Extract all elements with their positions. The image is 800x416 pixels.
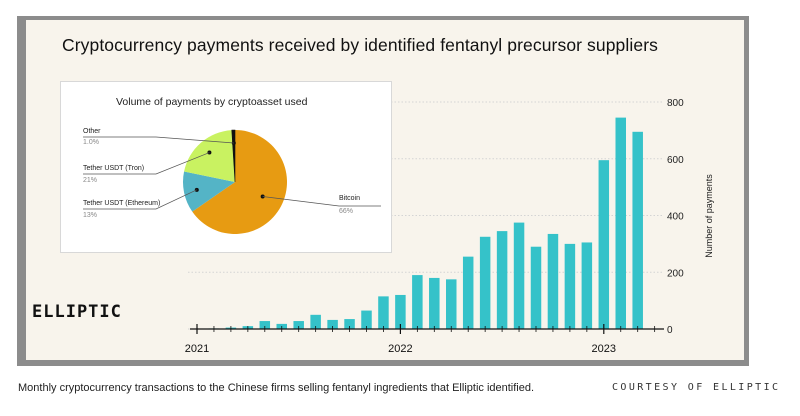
y-tick-400: 400 (667, 212, 684, 223)
x-tick-label-2021: 2021 (185, 343, 209, 355)
pie-slice-tether-usdt-tron- (184, 130, 235, 182)
bar-2023-03 (632, 131, 643, 329)
bar-2021-07 (293, 321, 304, 329)
bar-2022-03 (429, 277, 440, 329)
credit: COURTESY OF ELLIPTIC (612, 382, 781, 393)
pie-slice-bitcoin (192, 130, 287, 235)
x-tick-label-2023: 2023 (592, 343, 616, 355)
bar-2022-01 (395, 294, 406, 329)
leader-line (83, 152, 210, 175)
pie-slices (183, 129, 287, 235)
bar-2022-12 (581, 242, 593, 329)
pie-label-tron: Tether USDT (Tron) (83, 165, 145, 172)
y-tick-labels: 0 200 400 600 800 (667, 98, 684, 336)
leader-line (83, 136, 234, 144)
bar-2021-08 (310, 314, 321, 329)
x-axis: 2021 2022 2023 (185, 324, 664, 355)
bar-2021-10 (344, 319, 355, 329)
bar-2022-09 (530, 246, 542, 329)
bar-2022-10 (547, 233, 559, 329)
pie-title: Volume of payments by cryptoasset used (116, 96, 308, 108)
pie-value-other: 1.0% (83, 139, 99, 146)
bar-2022-02 (412, 275, 423, 329)
bar-2022-11 (564, 243, 576, 329)
x-tick-label-2022: 2022 (388, 343, 412, 355)
bar-2022-08 (513, 222, 525, 329)
bar-2022-05 (462, 256, 474, 329)
y-axis-label: Number of payments (704, 174, 714, 258)
pie-leader-lines (83, 136, 381, 210)
pie-chart (83, 129, 381, 235)
bar-2022-06 (479, 236, 491, 329)
pie-inset: Volume of payments by cryptoasset used O… (60, 81, 392, 253)
y-tick-200: 200 (667, 268, 684, 279)
pie-value-ethereum: 13% (83, 212, 98, 219)
chart-title: Cryptocurrency payments received by iden… (62, 35, 658, 55)
pie-value-tron: 21% (83, 177, 98, 184)
leader-line (262, 196, 381, 207)
pie-value-bitcoin: 66% (339, 208, 354, 215)
pie-label-other: Other (83, 128, 101, 135)
elliptic-logo: ELLIPTIC (32, 302, 122, 322)
bar-2023-01 (598, 160, 610, 329)
pie-label-ethereum: Tether USDT (Ethereum) (83, 200, 161, 207)
leader-line (83, 189, 197, 210)
bar-2022-07 (496, 231, 508, 329)
pie-slice-tether-usdt-ethereum- (183, 171, 235, 212)
bar-2021-05 (259, 321, 271, 329)
bar-2021-12 (378, 296, 389, 329)
y-tick-0: 0 (667, 325, 673, 336)
y-tick-600: 600 (667, 155, 684, 166)
y-tick-800: 800 (667, 98, 684, 109)
bar-2021-11 (361, 310, 372, 329)
pie-label-bitcoin: Bitcoin (339, 195, 361, 202)
bar-2021-09 (327, 319, 338, 329)
caption: Monthly cryptocurrency transactions to t… (18, 382, 535, 394)
bar-2023-02 (615, 117, 626, 329)
bar-2022-04 (446, 279, 457, 329)
